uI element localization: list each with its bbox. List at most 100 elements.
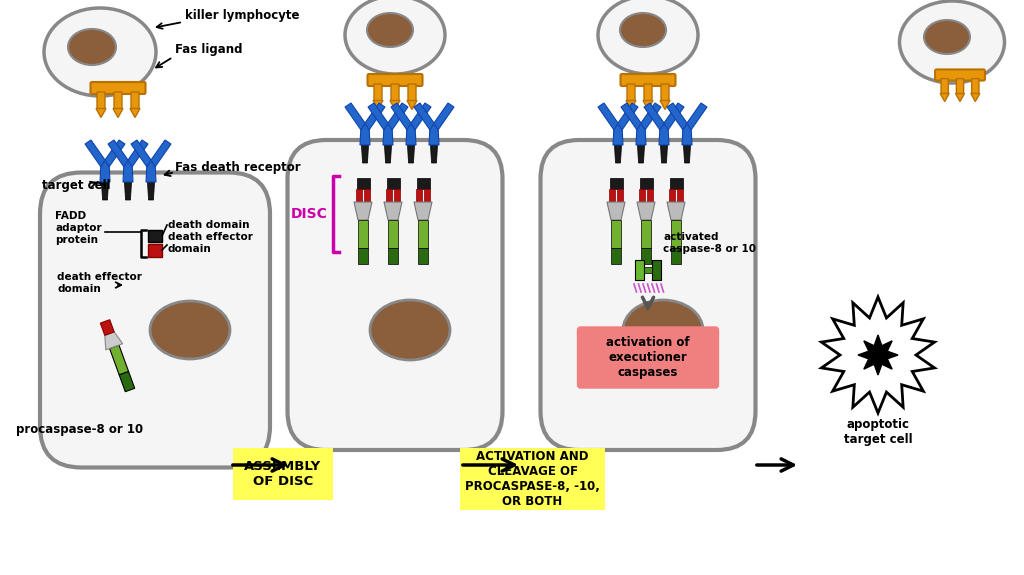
Text: death effector
domain: death effector domain — [168, 232, 253, 254]
Polygon shape — [660, 145, 668, 163]
Polygon shape — [667, 103, 687, 130]
Polygon shape — [644, 103, 664, 130]
Ellipse shape — [44, 8, 156, 96]
Bar — [418, 248, 428, 264]
Bar — [641, 248, 651, 264]
Polygon shape — [365, 103, 385, 130]
Polygon shape — [384, 145, 391, 163]
Polygon shape — [85, 140, 105, 167]
Bar — [358, 248, 368, 264]
Polygon shape — [638, 145, 644, 163]
Bar — [635, 260, 644, 280]
Text: apoptotic
target cell: apoptotic target cell — [844, 418, 912, 446]
FancyBboxPatch shape — [662, 84, 669, 101]
Text: DISC: DISC — [291, 207, 328, 221]
Polygon shape — [940, 94, 949, 102]
Bar — [611, 220, 621, 248]
Bar — [424, 189, 430, 202]
FancyBboxPatch shape — [90, 82, 145, 94]
Polygon shape — [434, 103, 454, 130]
Polygon shape — [636, 125, 646, 145]
Ellipse shape — [899, 1, 1005, 83]
Bar — [611, 248, 621, 264]
Polygon shape — [119, 371, 135, 392]
Bar — [418, 220, 428, 248]
Bar — [416, 189, 422, 202]
Text: killer lymphocyte: killer lymphocyte — [185, 9, 299, 21]
Ellipse shape — [924, 20, 970, 54]
Bar — [386, 189, 392, 202]
FancyBboxPatch shape — [114, 92, 122, 109]
Bar — [417, 178, 429, 189]
Polygon shape — [125, 182, 131, 200]
Polygon shape — [683, 145, 690, 163]
Bar — [670, 178, 683, 189]
Polygon shape — [414, 103, 434, 130]
FancyBboxPatch shape — [40, 172, 270, 467]
FancyBboxPatch shape — [97, 92, 105, 109]
Polygon shape — [390, 101, 400, 109]
Polygon shape — [383, 125, 393, 145]
Polygon shape — [614, 145, 622, 163]
Bar — [388, 220, 398, 248]
Polygon shape — [660, 101, 670, 109]
Polygon shape — [384, 202, 402, 220]
Bar — [644, 267, 652, 273]
FancyBboxPatch shape — [391, 84, 399, 101]
Text: Fas death receptor: Fas death receptor — [175, 162, 301, 174]
Ellipse shape — [623, 300, 703, 360]
Polygon shape — [128, 140, 148, 167]
Ellipse shape — [620, 13, 666, 47]
Polygon shape — [971, 94, 980, 102]
Bar — [609, 178, 623, 189]
Polygon shape — [613, 125, 623, 145]
Polygon shape — [821, 297, 935, 413]
Polygon shape — [110, 345, 129, 375]
Polygon shape — [659, 125, 669, 145]
Polygon shape — [123, 162, 133, 182]
FancyBboxPatch shape — [972, 79, 979, 94]
Polygon shape — [637, 202, 655, 220]
Polygon shape — [955, 94, 965, 102]
Bar — [460, 448, 605, 510]
Ellipse shape — [598, 0, 698, 74]
Bar — [640, 178, 652, 189]
Bar — [677, 189, 683, 202]
FancyBboxPatch shape — [374, 84, 382, 101]
FancyBboxPatch shape — [131, 92, 139, 109]
Polygon shape — [131, 140, 151, 167]
Polygon shape — [641, 103, 662, 130]
Polygon shape — [360, 125, 370, 145]
Bar — [148, 244, 162, 257]
FancyBboxPatch shape — [408, 84, 416, 101]
Polygon shape — [373, 101, 383, 109]
Polygon shape — [104, 332, 123, 350]
Ellipse shape — [370, 300, 450, 360]
Polygon shape — [607, 202, 625, 220]
Polygon shape — [146, 162, 156, 182]
Bar — [364, 189, 370, 202]
Bar — [609, 189, 615, 202]
FancyBboxPatch shape — [621, 74, 676, 86]
Bar — [388, 248, 398, 264]
Bar — [671, 220, 681, 248]
Ellipse shape — [345, 0, 445, 74]
Polygon shape — [354, 202, 372, 220]
Ellipse shape — [150, 301, 230, 359]
FancyBboxPatch shape — [956, 79, 964, 94]
Polygon shape — [643, 101, 653, 109]
Polygon shape — [626, 101, 636, 109]
Polygon shape — [406, 125, 416, 145]
Bar — [652, 260, 662, 280]
Bar — [358, 220, 368, 248]
Polygon shape — [96, 109, 106, 117]
FancyBboxPatch shape — [368, 74, 423, 86]
Ellipse shape — [68, 29, 116, 65]
Polygon shape — [105, 140, 125, 167]
Polygon shape — [682, 125, 692, 145]
Polygon shape — [391, 103, 411, 130]
Text: activated
caspase-8 or 10: activated caspase-8 or 10 — [663, 232, 756, 254]
Text: FADD
adaptor
protein: FADD adaptor protein — [55, 212, 101, 244]
Text: ASSEMBLY
OF DISC: ASSEMBLY OF DISC — [245, 460, 322, 488]
Bar — [148, 230, 162, 242]
